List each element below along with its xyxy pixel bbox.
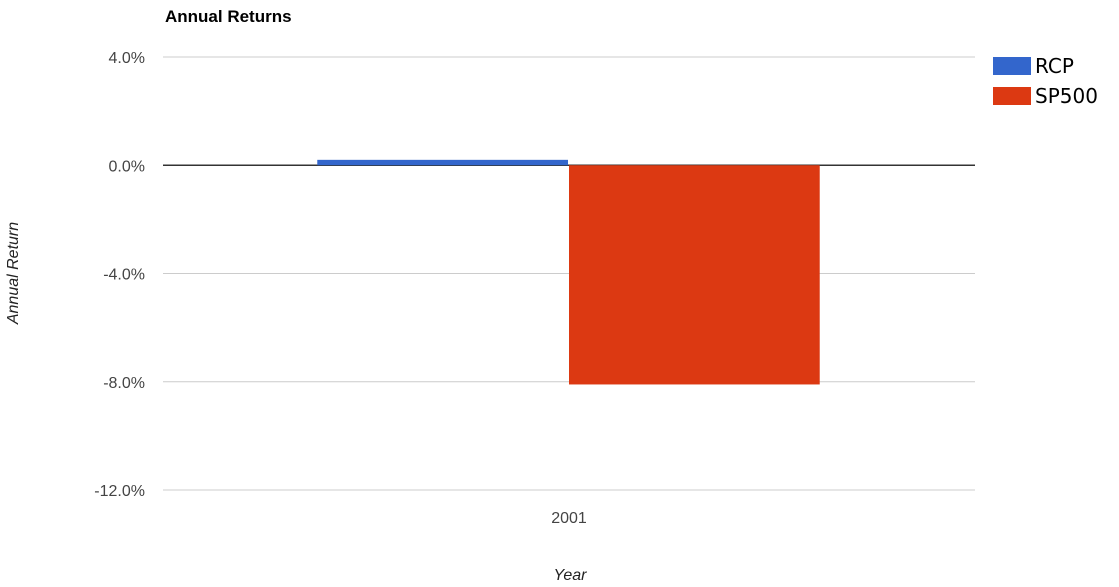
x-axis-title: Year bbox=[554, 567, 588, 584]
bar-rcp-2001 bbox=[317, 159, 568, 166]
x-axis-ticks: 2001 bbox=[551, 510, 587, 527]
legend-label-rcp: RCP bbox=[1035, 54, 1074, 78]
y-tick-label: 4.0% bbox=[109, 50, 145, 67]
bar-sp500-2001 bbox=[569, 165, 820, 385]
x-tick-label: 2001 bbox=[551, 510, 587, 527]
y-tick-label: -12.0% bbox=[94, 483, 145, 500]
y-axis-title: Annual Return bbox=[5, 222, 22, 325]
chart-title: Annual Returns bbox=[165, 7, 292, 26]
legend-label-sp500: SP500 bbox=[1035, 84, 1098, 108]
y-tick-label: -8.0% bbox=[103, 375, 145, 392]
legend-swatch-sp500 bbox=[993, 87, 1031, 105]
legend: RCP SP500 bbox=[993, 54, 1098, 108]
legend-swatch-rcp bbox=[993, 57, 1031, 75]
bars bbox=[317, 159, 820, 385]
y-tick-label: 0.0% bbox=[109, 158, 145, 175]
y-axis-ticks: 4.0% 0.0% -4.0% -8.0% -12.0% bbox=[94, 50, 145, 500]
y-tick-label: -4.0% bbox=[103, 267, 145, 284]
